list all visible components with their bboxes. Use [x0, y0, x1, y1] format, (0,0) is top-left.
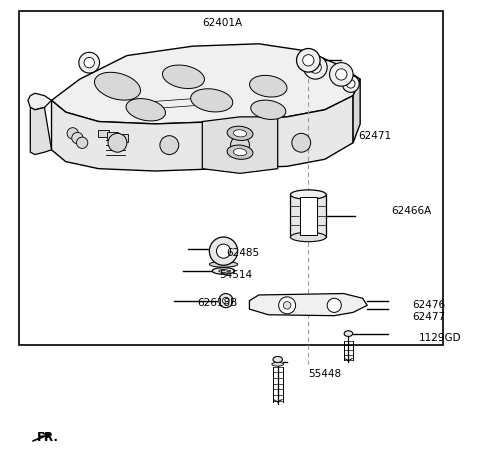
Circle shape	[297, 48, 320, 72]
Ellipse shape	[290, 190, 326, 199]
FancyBboxPatch shape	[117, 134, 128, 142]
Circle shape	[330, 63, 353, 86]
Circle shape	[292, 133, 311, 152]
FancyBboxPatch shape	[19, 11, 443, 346]
Ellipse shape	[251, 100, 286, 119]
Text: 1129GD: 1129GD	[419, 333, 462, 343]
Text: 62471: 62471	[358, 131, 391, 141]
Ellipse shape	[273, 356, 282, 363]
Polygon shape	[250, 293, 367, 316]
Ellipse shape	[227, 126, 253, 140]
Circle shape	[310, 62, 321, 73]
Text: 62485: 62485	[226, 248, 259, 258]
Circle shape	[230, 136, 250, 155]
Circle shape	[279, 297, 296, 314]
Ellipse shape	[272, 362, 284, 366]
Text: 55448: 55448	[308, 369, 341, 379]
Ellipse shape	[212, 268, 235, 274]
Circle shape	[216, 244, 230, 258]
Ellipse shape	[227, 145, 253, 159]
FancyBboxPatch shape	[107, 132, 119, 139]
Circle shape	[283, 301, 291, 309]
Polygon shape	[353, 79, 360, 143]
Circle shape	[84, 57, 95, 68]
Circle shape	[219, 293, 233, 308]
Ellipse shape	[250, 75, 287, 97]
Circle shape	[160, 136, 179, 155]
Ellipse shape	[233, 149, 247, 156]
Text: 62477: 62477	[412, 312, 445, 322]
Ellipse shape	[209, 262, 238, 267]
Circle shape	[76, 137, 88, 148]
Ellipse shape	[344, 331, 353, 337]
Circle shape	[67, 128, 78, 139]
Circle shape	[79, 52, 99, 73]
Polygon shape	[300, 197, 317, 235]
Polygon shape	[290, 195, 326, 237]
Text: FR.: FR.	[37, 431, 60, 444]
Ellipse shape	[233, 130, 247, 137]
Circle shape	[223, 297, 229, 304]
Circle shape	[304, 55, 327, 79]
Polygon shape	[202, 117, 278, 173]
Circle shape	[209, 237, 238, 265]
Ellipse shape	[162, 65, 204, 89]
Circle shape	[347, 80, 355, 88]
FancyBboxPatch shape	[98, 129, 109, 137]
Text: 62401A: 62401A	[202, 18, 242, 27]
Circle shape	[327, 298, 341, 312]
Text: 54514: 54514	[219, 270, 252, 280]
Text: 62476: 62476	[412, 301, 445, 310]
Text: 62466A: 62466A	[391, 206, 431, 216]
Ellipse shape	[95, 73, 141, 100]
Ellipse shape	[219, 270, 228, 273]
Polygon shape	[30, 108, 51, 155]
Ellipse shape	[126, 99, 166, 121]
Ellipse shape	[290, 232, 326, 242]
Polygon shape	[51, 44, 360, 124]
Circle shape	[72, 132, 83, 144]
Polygon shape	[51, 96, 353, 171]
Text: 62618B: 62618B	[198, 298, 238, 308]
Circle shape	[342, 75, 359, 92]
Ellipse shape	[191, 89, 233, 112]
Circle shape	[108, 133, 127, 152]
Circle shape	[303, 55, 314, 66]
Polygon shape	[28, 93, 51, 110]
Circle shape	[336, 69, 347, 80]
